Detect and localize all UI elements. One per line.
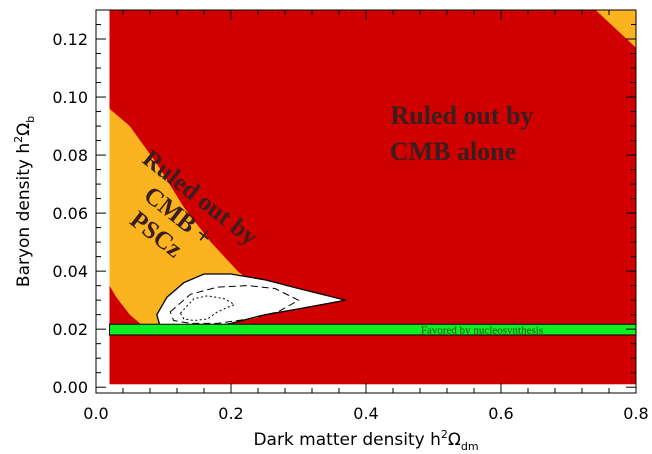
x-tick-label: 0.4 [353,404,378,423]
x-axis-label-sub: dm [461,440,479,453]
y-axis-label: Baryon density h2Ωb [12,116,37,287]
y-axis-label-sub: b [24,116,37,123]
cmb-region-label: Ruled out by CMB alone [390,101,534,166]
y-tick-label: 0.06 [52,204,88,223]
y-tick-label: 0.12 [52,30,88,49]
y-tick-label: 0.08 [52,146,88,165]
dashed-contour [169,285,300,324]
x-tick-label: 0.0 [83,404,108,423]
x-tick-label: 0.6 [488,404,513,423]
x-tick-label: 0.8 [623,404,648,423]
x-axis-label-sup: 2 [441,428,448,441]
y-tick-label: 0.04 [52,262,88,281]
y-tick-label: 0.10 [52,88,88,107]
x-axis-label: Dark matter density h2Ωdm [253,428,478,453]
y-axis-label-sup: 2 [12,136,25,143]
x-tick-label: 0.2 [218,404,243,423]
cmb-label-line-2: CMB alone [390,137,516,166]
plot-regions: Favored by nucleosynthesis [109,10,637,385]
pscz-excluded-corner [595,10,636,48]
y-axis-label-main: Baryon density h [14,143,34,287]
nucleosynthesis-label: Favored by nucleosynthesis [421,325,543,337]
x-axis: 0.0 0.2 0.4 0.6 0.8 [83,10,649,423]
pscz-region-label: Ruled out by CMB + PSCz [125,145,263,263]
y-tick-label: 0.02 [52,320,88,339]
x-axis-label-omega: Ω [448,430,461,450]
y-axis-label-omega: Ω [14,123,34,136]
cmb-label-line-1: Ruled out by [390,101,533,130]
y-tick-label: 0.00 [52,378,88,397]
x-axis-label-main: Dark matter density h [253,430,440,450]
y-axis: 0.00 0.02 0.04 0.06 0.08 0.10 0.12 [52,24,636,397]
nucleosynthesis-band [109,323,637,336]
